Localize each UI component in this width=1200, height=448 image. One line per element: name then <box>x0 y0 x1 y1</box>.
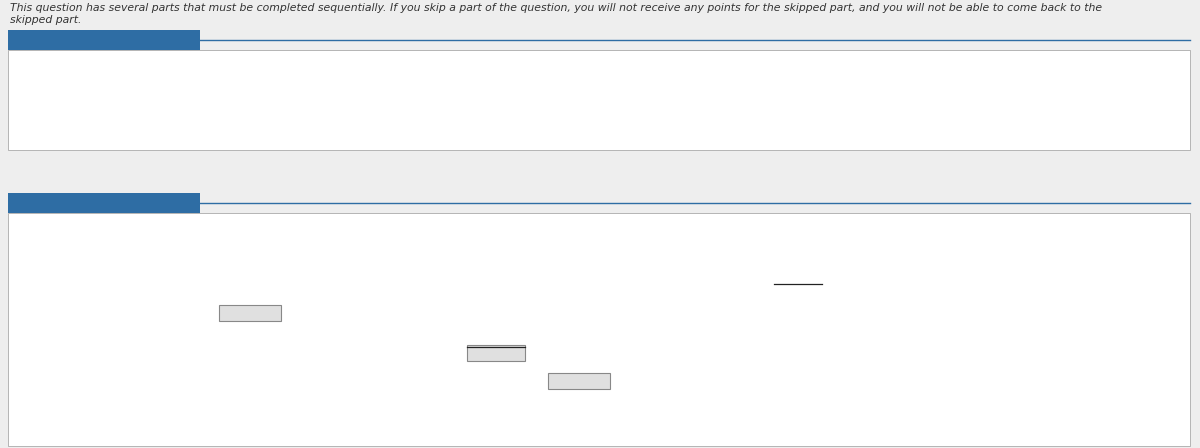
Text: dollars for: dollars for <box>336 274 408 287</box>
Text: PMT: PMT <box>720 274 746 287</box>
Text: =: = <box>205 307 220 320</box>
Text: =: = <box>736 274 754 287</box>
Text: = 25 · 12 =: = 25 · 12 = <box>482 375 559 388</box>
Text: PV: PV <box>326 274 342 287</box>
Text: The 4.3% annual interest rate as a decimal is 0.043, so the monthly interest rat: The 4.3% annual interest rate as a decim… <box>18 337 544 350</box>
Text: periods at an interest rate of: periods at an interest rate of <box>407 274 595 287</box>
Text: If the investment is for 25 years with monthly payments, then the number of pay : If the investment is for 25 years with m… <box>18 375 595 388</box>
Text: Tutorial Exercise: Tutorial Exercise <box>14 30 131 43</box>
Text: =: = <box>452 337 467 350</box>
Text: The given mortgage is $100,000, so: The given mortgage is $100,000, so <box>18 307 250 320</box>
Text: .: . <box>284 307 288 320</box>
Text: i: i <box>779 273 782 286</box>
Text: i: i <box>821 287 824 300</box>
Text: .: . <box>840 276 845 289</box>
Text: PV: PV <box>750 274 767 287</box>
Text: This question has several parts that must be completed sequentially. If you skip: This question has several parts that mus… <box>10 3 1102 13</box>
Text: n: n <box>839 283 844 292</box>
Text: PMT: PMT <box>185 274 210 287</box>
Text: i: i <box>569 274 572 287</box>
Text: Step 1: Step 1 <box>14 194 59 207</box>
Text: skipped part.: skipped part. <box>10 15 82 25</box>
Text: ]: ] <box>827 269 838 297</box>
Text: PV: PV <box>194 307 211 320</box>
Text: Determine the outstanding principal of the given mortgage. (Assume monthly inter: Determine the outstanding principal of t… <box>18 60 947 73</box>
Text: n: n <box>402 274 409 287</box>
Text: 1 − (1 +: 1 − (1 + <box>774 287 832 300</box>
Text: 0.043: 0.043 <box>469 336 503 349</box>
Text: To calculate the monthly payment: To calculate the monthly payment <box>18 274 235 287</box>
Text: a $100,000, 25-year, 4.3% mortgage after 10 years: a $100,000, 25-year, 4.3% mortgage after… <box>80 85 404 98</box>
Text: .: . <box>613 375 617 388</box>
Text: n: n <box>478 375 486 388</box>
Text: on a mortgage valued at: on a mortgage valued at <box>199 274 364 287</box>
Text: The present value formula can be used to calculate the outstanding principal on : The present value formula can be used to… <box>18 244 1105 257</box>
Text: [: [ <box>764 269 775 297</box>
Text: per period, use the formula: per period, use the formula <box>574 274 754 287</box>
Text: ): ) <box>826 287 830 300</box>
Text: −: − <box>833 283 840 292</box>
Text: i: i <box>448 337 451 350</box>
Text: Note that this question asks us to find the outstanding principal, after the fir: Note that this question asks us to find … <box>18 222 791 235</box>
Text: .: . <box>528 347 533 360</box>
